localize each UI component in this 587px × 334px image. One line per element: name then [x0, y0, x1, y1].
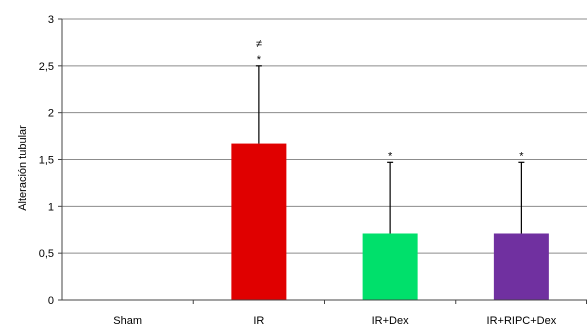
significance-mark: ≠ — [256, 38, 262, 50]
x-tick-label: IR+RIPC+Dex — [487, 315, 557, 327]
bars — [231, 143, 549, 300]
y-tick-label: 2,5 — [39, 61, 54, 73]
y-tick-label: 2 — [48, 108, 54, 120]
x-tick-label: Sham — [113, 315, 142, 327]
y-tick-label: 3 — [48, 14, 54, 26]
gridlines — [62, 18, 587, 254]
x-tick-label: IR — [253, 315, 264, 327]
error-bars — [255, 65, 525, 234]
y-axis-label: Alteración tubular — [17, 125, 29, 211]
bar-ir-dex — [362, 233, 418, 300]
y-tick-label: 1,5 — [39, 155, 54, 167]
y-tick-label: 0,5 — [39, 248, 54, 260]
significance-mark: * — [519, 150, 524, 162]
annotations: * ≠ * * — [256, 38, 524, 162]
axes — [58, 18, 587, 304]
y-tick-label: 0 — [48, 295, 54, 307]
y-tick-label: 1 — [48, 201, 54, 213]
significance-mark: * — [257, 54, 262, 66]
y-tick-labels: 0 0,5 1 1,5 2 2,5 3 — [39, 14, 54, 307]
bar-ir-ripc-dex — [493, 233, 549, 300]
x-tick-labels: Sham IR IR+Dex IR+RIPC+Dex — [113, 315, 556, 327]
x-tick-label: IR+Dex — [372, 315, 409, 327]
bar-ir — [231, 143, 287, 300]
significance-mark: * — [388, 150, 393, 162]
